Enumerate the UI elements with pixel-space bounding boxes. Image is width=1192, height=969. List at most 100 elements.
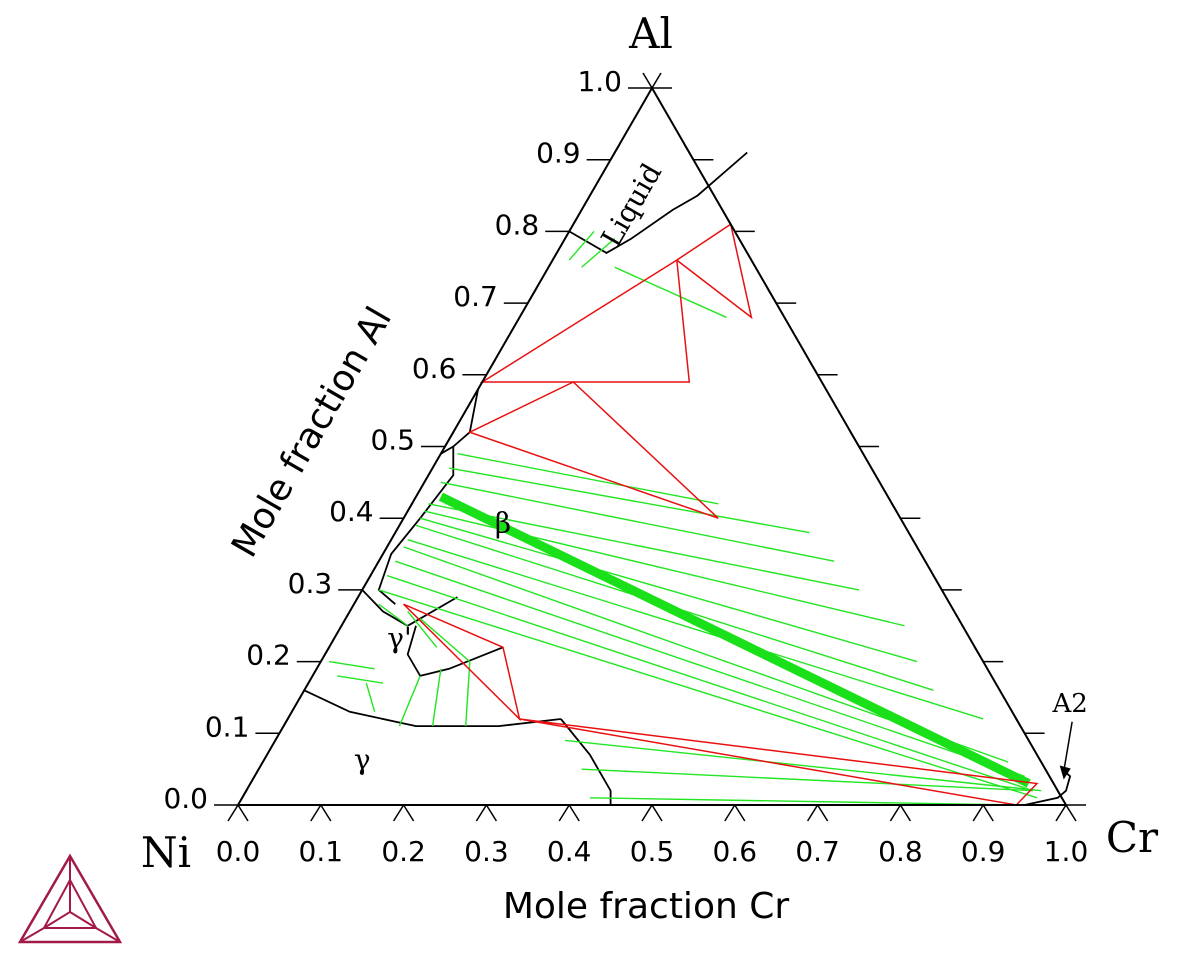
bottom-tick-mark bbox=[237, 804, 249, 822]
bottom-tick-mark bbox=[402, 804, 415, 822]
left-tick-label: 0.4 bbox=[329, 495, 374, 528]
left-tick-mark bbox=[651, 72, 662, 89]
logo-center bbox=[69, 911, 97, 929]
logo-inner-triangle bbox=[42, 877, 98, 929]
bottom-tick-label: 1.0 bbox=[1044, 835, 1089, 868]
tie-line bbox=[337, 675, 384, 684]
left-tick-label: 0.2 bbox=[246, 639, 291, 672]
left-tick-label: 0.0 bbox=[163, 782, 208, 815]
right-tick-mark bbox=[683, 144, 695, 161]
bottom-tick-label: 0.4 bbox=[547, 835, 592, 868]
tie-line bbox=[431, 668, 442, 727]
left-tick-label: 0.8 bbox=[495, 208, 540, 241]
left-tick-mark bbox=[237, 789, 248, 806]
tie-line bbox=[457, 452, 719, 505]
right-tick-mark bbox=[766, 287, 777, 304]
bottom-tick-mark bbox=[558, 804, 570, 822]
bottom-tick-mark bbox=[392, 804, 405, 822]
tie-line bbox=[407, 610, 438, 648]
region-label: A2 bbox=[1051, 689, 1087, 719]
left-tick-mark bbox=[278, 717, 290, 734]
left-tick-label: 1.0 bbox=[577, 65, 622, 98]
gamma-right-boundary bbox=[560, 718, 612, 805]
tie-line bbox=[398, 675, 421, 727]
bottom-tick-mark bbox=[724, 804, 736, 822]
left-tick-label: 0.3 bbox=[288, 567, 333, 600]
bottom-tick-mark bbox=[889, 804, 902, 822]
logo-spokes bbox=[19, 927, 45, 943]
left-tick-mark bbox=[320, 646, 331, 662]
tie-line bbox=[581, 768, 1033, 792]
tie-triangles bbox=[403, 222, 1039, 806]
tie-line bbox=[465, 661, 471, 727]
tie-line bbox=[564, 739, 1042, 792]
right-tick-mark bbox=[807, 359, 819, 376]
left-tick-mark bbox=[527, 287, 538, 304]
region-label: γ bbox=[354, 743, 371, 776]
logo-spokes bbox=[95, 927, 121, 943]
left-tick-label: 0.7 bbox=[453, 280, 498, 313]
right-tick-mark bbox=[642, 72, 653, 89]
beta-gamma-prime-boundary bbox=[361, 589, 458, 627]
tie-line bbox=[395, 560, 1025, 777]
corner-label-ni: Ni bbox=[141, 828, 191, 877]
bottom-tick-mark bbox=[1055, 804, 1067, 822]
tie-triangle bbox=[519, 718, 1039, 806]
beta-right-boundary bbox=[377, 446, 455, 605]
gamma-upper-boundary bbox=[303, 689, 562, 727]
tie-line bbox=[365, 682, 376, 712]
left-tick-mark bbox=[609, 144, 621, 161]
tie-line bbox=[378, 603, 409, 627]
tie-triangle bbox=[403, 603, 521, 722]
phase-boundaries bbox=[303, 151, 1072, 806]
right-tick-mark bbox=[890, 502, 902, 519]
bottom-tick-mark bbox=[320, 804, 332, 822]
tie-line bbox=[419, 517, 918, 663]
tie-line bbox=[428, 503, 860, 591]
bottom-tick-label: 0.8 bbox=[878, 835, 923, 868]
tie-line bbox=[440, 481, 835, 562]
tie-triangle bbox=[467, 381, 719, 519]
tie-triangle bbox=[675, 222, 753, 320]
right-tick-mark bbox=[849, 431, 860, 447]
axis-ticks: 0.00.0 0.1 0.1 0.2 0.2 0.3 0.3 0.4 0.4 0.5 0.5 0.6 0… bbox=[163, 65, 1088, 868]
tie-line bbox=[614, 266, 727, 319]
tie-line bbox=[328, 660, 375, 670]
tie-line bbox=[386, 574, 1034, 792]
bottom-tick-label: 0.3 bbox=[464, 835, 509, 868]
left-tick-mark bbox=[485, 359, 497, 376]
corner-label-al: Al bbox=[628, 9, 673, 58]
right-tick-mark bbox=[1056, 789, 1067, 806]
bottom-tick-label: 0.1 bbox=[299, 835, 344, 868]
bottom-tick-mark bbox=[734, 804, 746, 822]
bottom-tick-label: 0.5 bbox=[630, 835, 675, 868]
a2-arrow bbox=[1062, 721, 1073, 772]
tie-line-band bbox=[438, 492, 1031, 788]
bottom-tick-mark bbox=[982, 804, 994, 822]
logo-outer-triangle bbox=[17, 853, 123, 944]
bottom-tick-mark bbox=[806, 804, 819, 822]
tie-line bbox=[581, 238, 616, 268]
corner-label-cr: Cr bbox=[1106, 813, 1159, 862]
right-tick-mark bbox=[973, 646, 984, 662]
bottom-tick-label: 0.6 bbox=[713, 835, 758, 868]
bottom-tick-mark bbox=[816, 804, 829, 822]
right-tick-mark bbox=[932, 574, 943, 591]
tie-line bbox=[407, 539, 984, 720]
bottom-tick-label: 0.7 bbox=[795, 835, 840, 868]
bottom-tick-mark bbox=[475, 804, 488, 822]
left-tick-mark bbox=[568, 216, 579, 232]
bottom-tick-mark bbox=[641, 804, 653, 822]
a2-arrowhead bbox=[1059, 765, 1071, 780]
right-tick-mark bbox=[725, 216, 736, 232]
region-label: γ' bbox=[387, 621, 411, 654]
bottom-tick-mark bbox=[568, 804, 580, 822]
bottom-tick-mark bbox=[899, 804, 912, 822]
bottom-tick-mark bbox=[227, 804, 239, 822]
bottom-tick-label: 0.0 bbox=[216, 835, 261, 868]
region-label: β bbox=[495, 507, 511, 540]
bottom-tick-mark bbox=[972, 804, 984, 822]
left-tick-label: 0.5 bbox=[370, 424, 415, 457]
right-tick-mark bbox=[1014, 717, 1026, 734]
